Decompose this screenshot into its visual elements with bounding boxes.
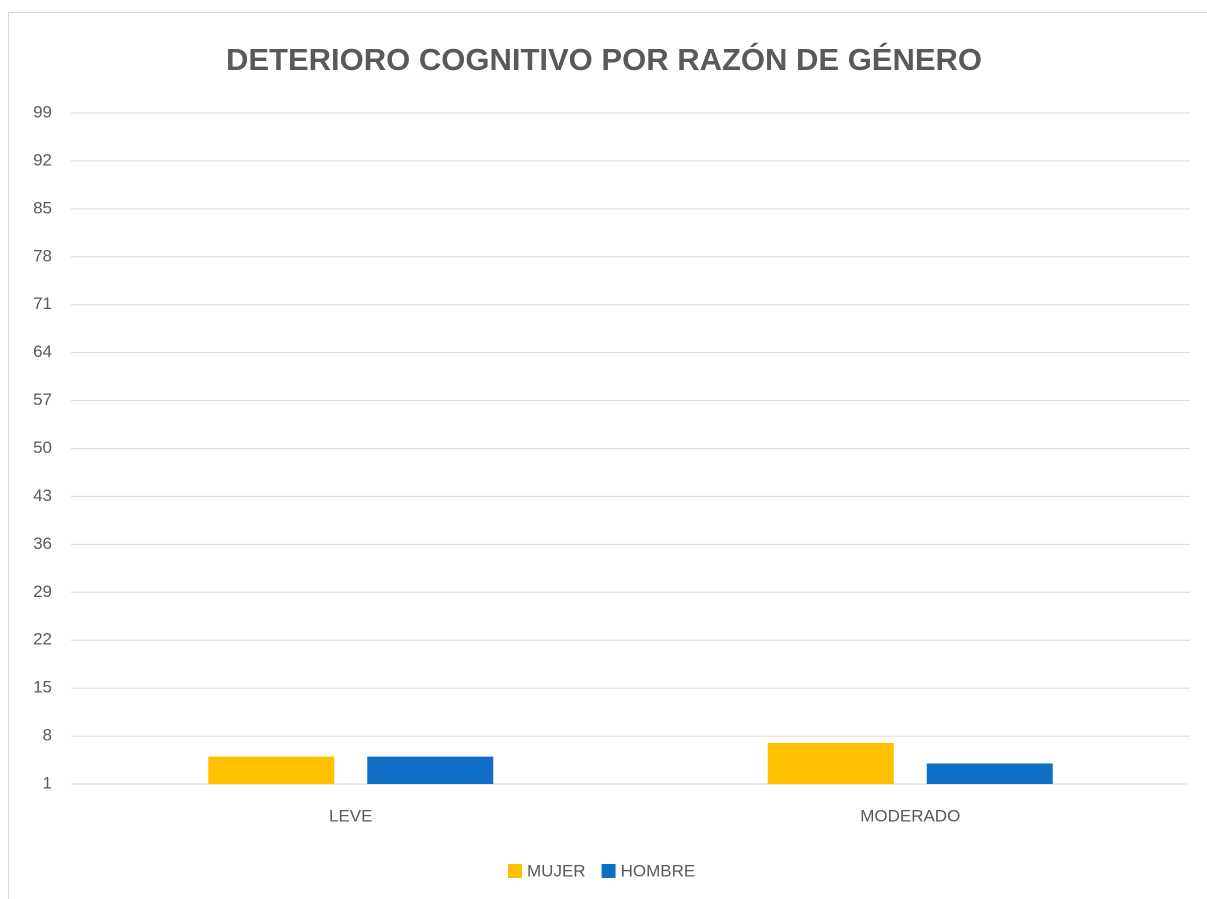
y-tick-label: 50	[33, 438, 52, 457]
x-tick-label: LEVE	[329, 806, 372, 825]
y-tick-label: 71	[33, 294, 52, 313]
chart-border	[8, 12, 1207, 899]
chart-title: DETERIORO COGNITIVO POR RAZÓN DE GÉNERO	[226, 41, 982, 77]
x-tick-label: MODERADO	[860, 806, 960, 825]
y-tick-label: 8	[43, 726, 52, 745]
y-tick-label: 57	[33, 390, 52, 409]
bar	[208, 756, 335, 784]
y-tick-label: 29	[33, 582, 52, 601]
y-tick-label: 22	[33, 630, 52, 649]
legend-label: MUJER	[527, 861, 586, 880]
y-tick-label: 78	[33, 246, 52, 265]
y-tick-label: 85	[33, 198, 52, 217]
legend-label: HOMBRE	[621, 861, 696, 880]
y-tick-label: 43	[33, 486, 52, 505]
y-tick-label: 99	[33, 102, 52, 121]
y-tick-label: 92	[33, 150, 52, 169]
bar	[367, 756, 494, 784]
y-tick-label: 64	[33, 342, 52, 361]
bar	[767, 742, 894, 784]
legend-swatch	[508, 864, 522, 878]
y-tick-label: 15	[33, 678, 52, 697]
y-tick-label: 36	[33, 534, 52, 553]
legend-swatch	[601, 864, 616, 878]
bar	[926, 763, 1053, 784]
y-tick-label: 1	[43, 773, 52, 792]
